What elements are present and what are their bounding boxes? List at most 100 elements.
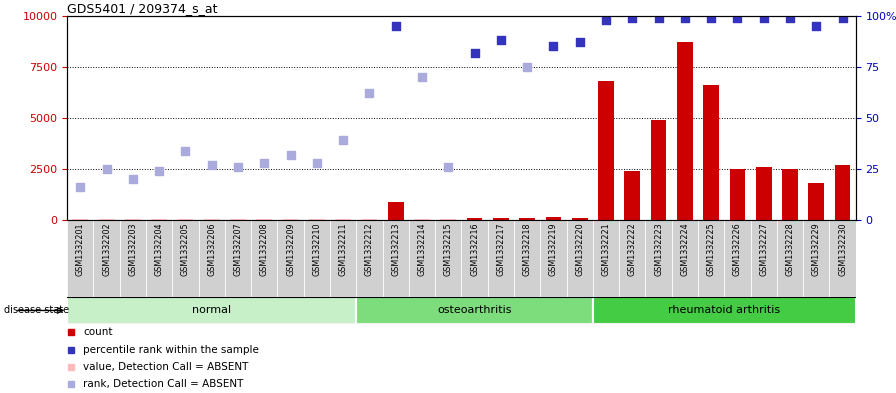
Bar (283, 219, 298, 220)
Text: GSM1332221: GSM1332221 (601, 222, 610, 276)
Bar (151, 219, 167, 220)
Point (835, 15, 849, 21)
Bar (357, 297, 593, 324)
Bar (67, 297, 357, 324)
Point (756, 15, 771, 21)
Text: GSM1332213: GSM1332213 (392, 222, 401, 276)
Text: osteoarthritis: osteoarthritis (437, 305, 512, 316)
Text: GSM1332223: GSM1332223 (654, 222, 663, 276)
Text: GSM1332201: GSM1332201 (76, 222, 85, 276)
Bar (461, 220, 487, 297)
Text: GSM1332207: GSM1332207 (234, 222, 243, 276)
Text: GSM1332218: GSM1332218 (522, 222, 531, 276)
Bar (304, 220, 330, 297)
Bar (67, 220, 93, 297)
Text: value, Detection Call = ABSENT: value, Detection Call = ABSENT (83, 362, 248, 372)
Point (204, 162, 219, 168)
Bar (803, 220, 830, 297)
Bar (125, 219, 141, 220)
Bar (251, 220, 278, 297)
Bar (441, 219, 456, 220)
Bar (467, 218, 482, 220)
Text: GSM1332222: GSM1332222 (628, 222, 637, 276)
Text: GSM1332220: GSM1332220 (575, 222, 584, 276)
Point (677, 15, 692, 21)
Point (468, 50, 482, 56)
Point (125, 176, 140, 182)
Text: GSM1332202: GSM1332202 (102, 222, 111, 276)
Point (783, 15, 797, 21)
Point (625, 15, 640, 21)
Point (152, 168, 167, 174)
Bar (225, 220, 251, 297)
Bar (493, 218, 509, 220)
Text: percentile rank within the sample: percentile rank within the sample (83, 345, 259, 354)
Bar (599, 81, 614, 220)
Bar (120, 220, 146, 297)
Bar (73, 219, 88, 220)
Text: normal: normal (193, 305, 231, 316)
Bar (383, 220, 409, 297)
Point (651, 15, 666, 21)
Point (362, 90, 376, 97)
Bar (514, 220, 540, 297)
Bar (593, 297, 856, 324)
Text: GSM1332210: GSM1332210 (313, 222, 322, 276)
Point (599, 17, 613, 23)
Text: GSM1332224: GSM1332224 (680, 222, 689, 276)
Point (283, 152, 297, 158)
Bar (362, 219, 377, 220)
Point (99, 166, 114, 172)
Bar (278, 220, 304, 297)
Bar (703, 85, 719, 220)
Bar (99, 219, 115, 220)
Point (389, 23, 403, 29)
Bar (204, 219, 220, 220)
Text: rank, Detection Call = ABSENT: rank, Detection Call = ABSENT (83, 379, 244, 389)
Bar (756, 167, 771, 220)
Text: GSM1332227: GSM1332227 (759, 222, 768, 276)
Bar (414, 219, 430, 220)
Bar (435, 220, 461, 297)
Bar (309, 219, 324, 220)
Bar (830, 220, 856, 297)
Point (310, 160, 324, 166)
Text: GSM1332230: GSM1332230 (838, 222, 847, 276)
Bar (835, 165, 850, 220)
Point (257, 160, 271, 166)
Bar (335, 219, 351, 220)
Bar (593, 220, 619, 297)
Bar (619, 220, 645, 297)
Text: GSM1332204: GSM1332204 (155, 222, 164, 276)
Text: GSM1332208: GSM1332208 (260, 222, 269, 276)
Bar (172, 220, 199, 297)
Point (178, 147, 193, 154)
Bar (409, 220, 435, 297)
Text: GSM1332214: GSM1332214 (418, 222, 426, 276)
Text: GSM1332205: GSM1332205 (181, 222, 190, 276)
Bar (520, 219, 535, 220)
Bar (93, 220, 120, 297)
Text: GSM1332209: GSM1332209 (286, 222, 295, 276)
Bar (650, 120, 667, 220)
Bar (177, 219, 194, 220)
Bar (672, 220, 698, 297)
Point (441, 164, 455, 170)
Text: GSM1332216: GSM1332216 (470, 222, 479, 276)
Bar (230, 219, 246, 220)
Bar (782, 169, 797, 220)
Bar (777, 220, 803, 297)
Text: GSM1332229: GSM1332229 (812, 222, 821, 276)
Bar (487, 220, 514, 297)
Text: GSM1332228: GSM1332228 (786, 222, 795, 276)
Bar (698, 220, 724, 297)
Point (520, 64, 534, 70)
Bar (572, 218, 588, 220)
Text: GSM1332206: GSM1332206 (207, 222, 216, 276)
Text: disease state: disease state (4, 305, 70, 316)
Point (730, 15, 745, 21)
Bar (677, 42, 693, 220)
Text: GSM1332217: GSM1332217 (496, 222, 505, 276)
Bar (256, 219, 272, 220)
Text: count: count (83, 327, 113, 338)
